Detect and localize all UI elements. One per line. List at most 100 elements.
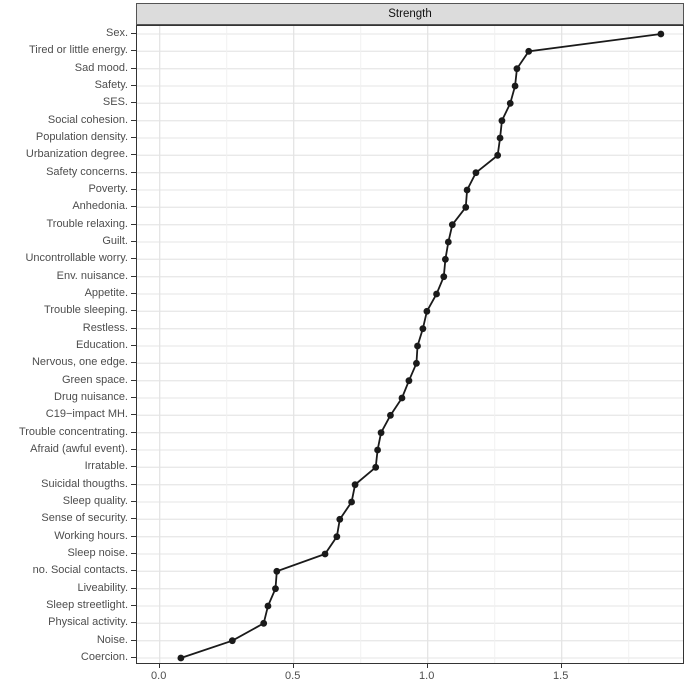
data-point — [444, 238, 452, 246]
y-axis-label: Drug nuisance. — [54, 391, 128, 403]
y-axis-tick — [131, 67, 136, 69]
y-axis-tick — [131, 293, 136, 294]
y-axis-label: Appetite. — [84, 287, 128, 299]
facet-title: Strength — [388, 8, 432, 20]
data-point — [372, 463, 380, 471]
y-axis-label: Sleep quality. — [62, 495, 128, 507]
data-point — [351, 481, 359, 489]
x-axis-label: 1.5 — [553, 670, 569, 682]
y-axis-label: Working hours. — [54, 529, 128, 542]
y-axis-label: Trouble concentrating. — [18, 425, 128, 438]
y-axis-label: Guilt. — [102, 235, 128, 247]
data-point — [423, 307, 431, 315]
x-axis-tick — [560, 664, 562, 668]
data-point — [506, 99, 514, 107]
data-point — [448, 221, 456, 229]
y-axis-label: no. Social contacts. — [32, 564, 128, 577]
data-point — [377, 429, 385, 437]
data-point — [374, 446, 381, 454]
data-point — [264, 602, 272, 610]
data-point — [511, 82, 519, 90]
data-point — [462, 203, 470, 211]
data-point — [419, 325, 427, 333]
y-axis-label: Green space. — [61, 373, 128, 386]
y-axis-tick — [131, 657, 136, 658]
y-axis-label: Suicidal thougths. — [41, 477, 128, 490]
y-axis-tick — [131, 535, 136, 537]
facet-strip: Strength — [136, 3, 684, 25]
data-point — [513, 65, 521, 73]
y-axis-label: Trouble sleeping. — [44, 304, 128, 317]
y-axis-label: Urbanization degree. — [25, 148, 128, 161]
y-axis-label: Population density. — [35, 131, 128, 143]
chart-canvas — [137, 26, 683, 663]
y-axis-tick — [131, 258, 136, 260]
y-axis-tick — [131, 85, 136, 86]
x-axis-tick — [158, 664, 160, 668]
y-axis-label: Noise. — [96, 633, 128, 646]
data-point — [494, 151, 502, 159]
data-point — [321, 550, 329, 558]
y-axis-label: Liveability. — [77, 581, 128, 594]
y-axis-label: Trouble relaxing. — [46, 217, 128, 230]
data-point — [405, 377, 413, 385]
y-axis-label: Tired or little energy. — [28, 44, 128, 57]
data-point — [440, 273, 448, 281]
y-axis-label: Nervous, one edge. — [31, 356, 128, 369]
y-axis-label: Uncontrollable worry. — [25, 252, 128, 265]
data-point — [441, 255, 449, 263]
y-axis-label: Physical activity. — [48, 616, 128, 629]
y-axis-tick — [131, 223, 136, 225]
y-axis-tick — [131, 275, 136, 277]
y-axis-tick — [131, 431, 136, 433]
y-axis-label: Env. nuisance. — [56, 269, 128, 282]
y-axis-tick — [131, 639, 136, 641]
data-point — [272, 585, 279, 593]
y-axis-tick — [131, 119, 136, 121]
y-axis-label: C19−impact MH. — [45, 408, 128, 421]
x-axis-tick — [292, 664, 294, 668]
y-axis-label: SES. — [102, 96, 128, 109]
data-point — [472, 169, 480, 177]
x-axis-label: 0.0 — [151, 670, 167, 682]
y-axis-tick — [131, 171, 136, 173]
data-point — [496, 134, 504, 142]
y-axis-tick — [131, 379, 136, 381]
data-point — [228, 637, 236, 645]
y-axis-tick — [131, 414, 136, 416]
data-point — [387, 411, 394, 419]
x-axis-tick — [426, 664, 428, 668]
y-axis-label: Sad mood. — [74, 61, 128, 74]
data-point — [433, 290, 440, 298]
data-point — [414, 342, 421, 350]
y-axis-tick — [131, 449, 136, 450]
y-axis-tick — [131, 345, 136, 346]
data-point — [177, 654, 185, 662]
y-axis-label: Irratable. — [84, 460, 128, 473]
x-axis-label: 0.5 — [285, 670, 301, 682]
data-point — [498, 117, 506, 125]
y-axis-label: Sleep streetlight. — [46, 599, 128, 611]
data-point — [463, 186, 471, 194]
y-axis-tick — [131, 310, 136, 312]
y-axis-tick — [131, 33, 136, 34]
data-point — [398, 394, 406, 402]
y-axis-tick — [131, 50, 136, 52]
data-point — [260, 619, 268, 627]
data-point — [273, 567, 281, 575]
y-axis-tick — [131, 362, 136, 364]
y-axis-tick — [131, 622, 136, 624]
data-point — [525, 47, 533, 55]
y-axis-label: Safety concerns. — [46, 165, 128, 178]
y-axis-label: Social cohesion. — [47, 113, 128, 126]
data-point — [657, 30, 665, 38]
y-axis-label: Afraid (awful event). — [30, 443, 128, 455]
y-axis-tick — [131, 241, 136, 242]
y-axis-tick — [131, 553, 136, 554]
data-point — [333, 533, 341, 541]
y-axis-tick — [131, 587, 136, 589]
data-point — [348, 498, 355, 506]
y-axis-tick — [131, 466, 136, 468]
y-axis-tick — [131, 327, 136, 329]
